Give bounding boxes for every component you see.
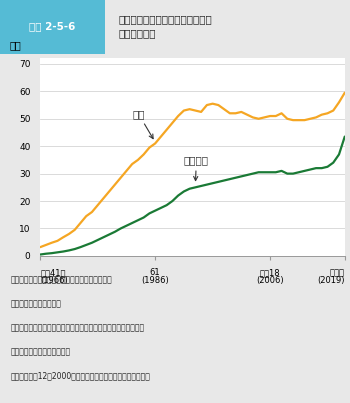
Text: 図表 2-5-6: 図表 2-5-6 [29,21,76,31]
Text: 千円: 千円 [10,41,22,50]
Text: 帯員数で除して算出: 帯員数で除して算出 [10,347,71,357]
Text: 注：１）２人以上の世帯: 注：１）２人以上の世帯 [10,299,61,309]
Text: 昭和41年: 昭和41年 [40,268,66,277]
Text: ２）１人当たりの支出金額は、１世帯当たりの支出金額を世: ２）１人当たりの支出金額は、１世帯当たりの支出金額を世 [10,324,145,332]
Text: (1966): (1966) [40,276,68,285]
Text: (2006): (2006) [256,276,284,285]
Bar [0,0,105,54]
Text: 調理食品: 調理食品 [184,156,209,181]
Text: (2019): (2019) [317,276,345,285]
Text: 資料：総務省「家計調査」を基に農林水産省作成: 資料：総務省「家計調査」を基に農林水産省作成 [10,276,112,285]
Text: 令和元: 令和元 [330,268,345,277]
Text: 61: 61 [150,268,160,277]
Text: (1986): (1986) [141,276,169,285]
Text: 外食: 外食 [132,109,153,139]
Text: 平成18: 平成18 [260,268,280,277]
Text: 調理食品及び外食１人当たり購入
（支出）金額: 調理食品及び外食１人当たり購入 （支出）金額 [119,15,213,38]
Text: ３）平成12（2000）年以前は、農林漁家世帯を除く結果: ３）平成12（2000）年以前は、農林漁家世帯を除く結果 [10,372,150,380]
